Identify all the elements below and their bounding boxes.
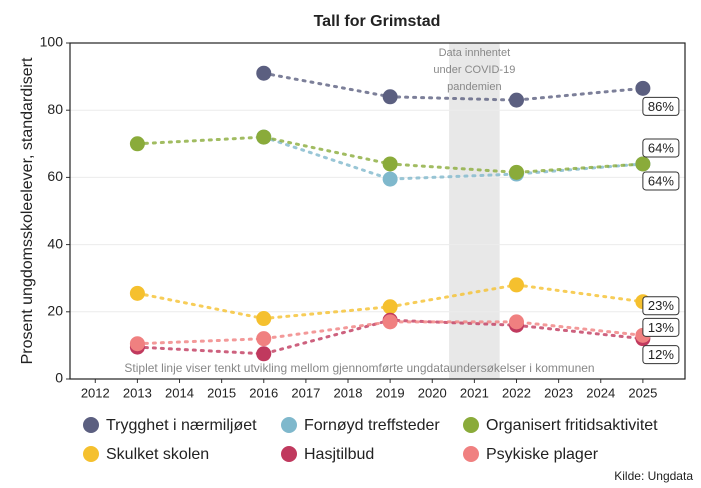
data-point xyxy=(509,314,525,330)
x-tick-label: 2017 xyxy=(291,385,320,400)
value-label: 64% xyxy=(648,140,674,155)
value-label-box xyxy=(642,171,680,191)
note: Stiplet linje viser tenkt utvikling mell… xyxy=(124,361,594,375)
x-tick-label: 2020 xyxy=(418,385,447,400)
shaded-label: pandemien xyxy=(447,81,501,93)
shaded-label: under COVID-19 xyxy=(433,64,515,76)
data-point xyxy=(382,314,398,330)
x-tick-label: 2023 xyxy=(544,385,573,400)
data-point xyxy=(256,346,272,362)
y-tick-label: 80 xyxy=(47,101,63,117)
legend-swatch xyxy=(463,446,479,462)
value-label: 23% xyxy=(648,298,674,313)
legend-swatch xyxy=(83,446,99,462)
data-point xyxy=(129,285,145,301)
series-line xyxy=(262,135,645,181)
x-tick-label: 2014 xyxy=(165,385,194,400)
legend-swatch xyxy=(281,417,297,433)
legend-label: Fornøyd treffsteder xyxy=(304,417,440,434)
legend-label: Trygghet i nærmiljøet xyxy=(106,417,257,434)
data-point xyxy=(256,331,272,347)
value-label: 12% xyxy=(648,347,674,362)
x-tick-label: 2012 xyxy=(81,385,110,400)
legend-label: Psykiske plager xyxy=(486,446,599,463)
data-point xyxy=(382,156,398,172)
x-tick-label: 2021 xyxy=(460,385,489,400)
shaded-region xyxy=(449,43,500,379)
y-tick-label: 100 xyxy=(40,34,64,50)
data-point xyxy=(382,299,398,315)
value-label-box xyxy=(642,317,680,337)
series-line xyxy=(262,71,645,102)
data-point xyxy=(129,336,145,352)
plot-frame xyxy=(69,42,686,380)
x-tick-label: 2015 xyxy=(207,385,236,400)
x-tick-label: 2019 xyxy=(376,385,405,400)
value-label: 13% xyxy=(648,320,674,335)
y-tick-label: 40 xyxy=(47,235,63,251)
chart-title: Tall for Grimstad xyxy=(314,13,441,30)
y-axis-label: Prosent ungdomsskoleelever, standardiser… xyxy=(19,57,36,364)
series-line xyxy=(135,320,645,346)
data-point xyxy=(382,171,398,187)
x-tick-label: 2018 xyxy=(334,385,363,400)
shaded-label: Data innhentet xyxy=(439,47,511,59)
x-tick-label: 2013 xyxy=(123,385,152,400)
data-point xyxy=(382,89,398,105)
x-tick-label: 2024 xyxy=(586,385,615,400)
data-point xyxy=(509,164,525,180)
source: Kilde: Ungdata xyxy=(614,469,693,483)
legend-label: Skulket skolen xyxy=(106,446,209,463)
x-tick-label: 2016 xyxy=(249,385,278,400)
legend-swatch xyxy=(281,446,297,462)
value-label-box xyxy=(642,138,680,158)
legend-label: Hasjtilbud xyxy=(304,446,374,463)
y-tick-label: 60 xyxy=(47,168,63,184)
value-label-box xyxy=(642,345,680,365)
data-point xyxy=(256,311,272,327)
value-label-box xyxy=(642,296,680,316)
y-tick-label: 0 xyxy=(55,370,63,386)
legend-swatch xyxy=(83,417,99,433)
legend-label: Organisert fritidsaktivitet xyxy=(486,417,658,434)
x-tick-label: 2025 xyxy=(628,385,657,400)
data-point xyxy=(509,92,525,108)
value-label: 64% xyxy=(648,173,674,188)
data-point xyxy=(256,65,272,81)
x-tick-label: 2022 xyxy=(502,385,531,400)
value-label: 86% xyxy=(648,99,674,114)
data-point xyxy=(129,136,145,152)
y-tick-label: 20 xyxy=(47,303,63,319)
data-point xyxy=(635,156,651,172)
value-label-box xyxy=(642,96,680,116)
data-point xyxy=(635,80,651,96)
data-point xyxy=(509,277,525,293)
data-point xyxy=(256,129,272,145)
legend-swatch xyxy=(463,417,479,433)
